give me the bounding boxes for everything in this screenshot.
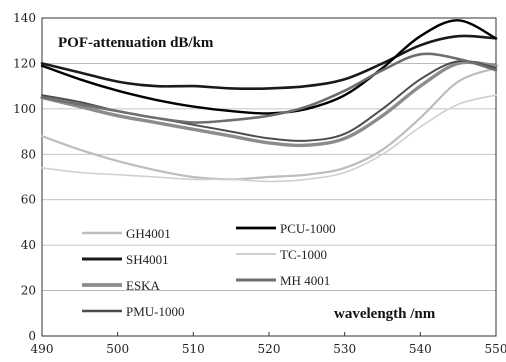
y-tick-label: 60 [21, 193, 36, 207]
y-tick-label: 80 [21, 147, 36, 161]
x-tick-label: 550 [485, 342, 506, 356]
x-tick-label: 510 [182, 342, 205, 356]
x-tick-label: 490 [31, 342, 54, 356]
y-tick-label: 120 [13, 56, 36, 70]
y-tick-label: 140 [13, 11, 36, 25]
series-line-gh4001 [40, 66, 498, 181]
legend-label-pcu-1000: PCU-1000 [280, 221, 336, 236]
legend-label-mh-4001: MH 4001 [280, 273, 330, 288]
y-tick-label: 40 [21, 238, 36, 252]
series-lines [40, 19, 498, 183]
y-axis-ticks: 0 20 40 60 80 100 120 140 [13, 11, 36, 343]
y-tick-label: 20 [21, 284, 36, 298]
legend-label-pmu-1000: PMU-1000 [126, 304, 185, 319]
chart-title: POF-attenuation dB/km [58, 35, 214, 51]
legend-label-sh4001: SH4001 [126, 252, 169, 267]
y-tick-label: 100 [13, 102, 36, 116]
x-tick-label: 520 [258, 342, 281, 356]
series-line-sh4001 [40, 34, 498, 90]
legend-label-gh4001: GH4001 [126, 226, 171, 241]
series-line-tc-1000 [41, 94, 497, 183]
legend: GH4001 SH4001 ESKA PMU-1000 PCU-1000 TC-1000 M… [82, 221, 336, 319]
x-tick-label: 530 [333, 342, 356, 356]
x-tick-label: 500 [106, 342, 129, 356]
y-tick-label: 0 [28, 329, 36, 343]
series-line-mh-4001 [40, 52, 498, 124]
series-line-pcu-1000 [40, 19, 498, 115]
legend-label-tc-1000: TC-1000 [280, 247, 327, 262]
legend-label-eska: ESKA [126, 278, 161, 293]
series-line-eska [40, 60, 498, 148]
grid-lines [42, 63, 496, 291]
x-tick-label: 540 [409, 342, 432, 356]
series-line-pmu-1000 [41, 59, 497, 142]
plot-frame [41, 17, 497, 337]
x-axis-label: wavelength /nm [334, 306, 436, 322]
